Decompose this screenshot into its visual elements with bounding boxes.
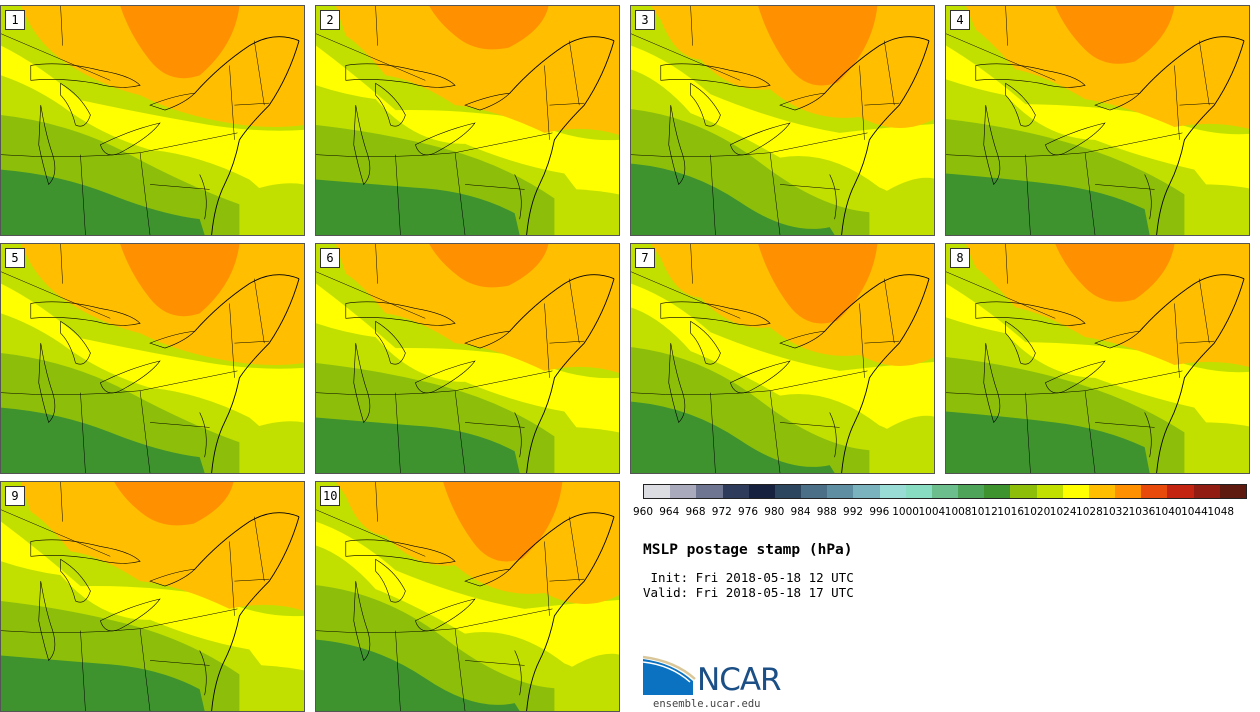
colorbar-tick-label: 972 [711, 506, 732, 518]
colorbar-tick-label: 968 [685, 506, 706, 518]
mslp-map [316, 244, 619, 473]
colorbar-tick-label: 984 [790, 506, 811, 518]
mslp-map [1, 244, 304, 473]
colorbar-tick-label: 1012 [971, 506, 998, 518]
colorbar-swatch [1088, 485, 1116, 498]
colorbar-tick-label: 960 [632, 506, 654, 518]
colorbar-swatch [853, 485, 880, 498]
colorbar-swatch [801, 485, 828, 498]
mslp-map [1, 6, 304, 235]
colorbar-swatch [984, 485, 1011, 498]
member-number: 6 [320, 248, 340, 268]
ensemble-member-map-10: 10 [315, 481, 620, 712]
colorbar-swatch [1062, 485, 1089, 498]
colorbar-tick-label: 1048 [1207, 506, 1235, 518]
mslp-map [946, 6, 1249, 235]
colorbar-tick-label: 1020 [1023, 506, 1051, 518]
colorbar-tick-label: 1040 [1154, 506, 1182, 518]
colorbar-tick-label: 1008 [944, 506, 972, 518]
colorbar-tick-label: 1004 [918, 506, 946, 518]
chart-title: MSLP postage stamp (hPa) [643, 542, 853, 558]
ncar-logo-text: NCAR [697, 662, 782, 698]
colorbar-swatch [774, 485, 802, 498]
init-time: Init: Fri 2018-05-18 12 UTC [643, 570, 854, 585]
colorbar-swatch [748, 485, 775, 498]
colorbar-tick-label: 976 [738, 506, 759, 518]
member-number: 10 [320, 486, 341, 506]
colorbar-swatch [1141, 485, 1168, 498]
colorbar-swatch [1010, 485, 1037, 498]
valid-time: Valid: Fri 2018-05-18 17 UTC [643, 585, 854, 600]
mslp-map [316, 482, 619, 711]
site-url: ensemble.ucar.edu [653, 698, 761, 710]
member-number: 3 [635, 10, 655, 30]
colorbar-tick-labels: 960 964 968 972 976 980 984 988 992 996 1000 1004 10… [633, 506, 1253, 520]
ensemble-member-map-5: 5 [0, 243, 305, 474]
ncar-logo-icon [643, 655, 696, 695]
ensemble-member-map-4: 4 [945, 5, 1250, 236]
colorbar-tick-label: 980 [764, 506, 785, 518]
colorbar-tick-label: 1016 [997, 506, 1025, 518]
ensemble-member-map-8: 8 [945, 243, 1250, 474]
colorbar-swatch [1167, 485, 1194, 498]
colorbar-swatch [1219, 485, 1246, 498]
colorbar-tick-label: 1044 [1181, 506, 1208, 518]
colorbar-tick-label: 996 [869, 506, 890, 518]
colorbar-tick-label: 992 [843, 506, 864, 518]
mslp-map [946, 244, 1249, 473]
ensemble-member-map-7: 7 [630, 243, 935, 474]
colorbar-swatch [696, 485, 723, 498]
colorbar-swatch [931, 485, 959, 498]
member-number: 1 [5, 10, 25, 30]
member-number: 8 [950, 248, 970, 268]
member-number: 2 [320, 10, 340, 30]
colorbar-swatch [722, 485, 749, 498]
colorbar-tick-label: 1032 [1102, 506, 1130, 518]
colorbar-swatch [1036, 485, 1063, 498]
ensemble-member-map-2: 2 [315, 5, 620, 236]
member-number: 7 [635, 248, 655, 268]
colorbar-swatch [1193, 485, 1220, 498]
ensemble-member-map-1: 1 [0, 5, 305, 236]
colorbar-tick-label: 964 [659, 506, 680, 518]
mslp-map [631, 244, 934, 473]
ensemble-member-map-3: 3 [630, 5, 935, 236]
colorbar-swatch [827, 485, 854, 498]
colorbar-swatch [879, 485, 906, 498]
colorbar-swatch [958, 485, 985, 498]
colorbar-swatch [670, 485, 697, 498]
mslp-map [316, 6, 619, 235]
ensemble-member-map-6: 6 [315, 243, 620, 474]
colorbar-swatch [1115, 485, 1142, 498]
pressure-colorbar [643, 484, 1247, 499]
colorbar-swatch [644, 485, 671, 498]
colorbar-tick-label: 1036 [1128, 506, 1156, 518]
ensemble-member-map-9: 9 [0, 481, 305, 712]
member-number: 5 [5, 248, 25, 268]
mslp-map [631, 6, 934, 235]
mslp-map [1, 482, 304, 711]
colorbar-tick-label: 988 [816, 506, 837, 518]
colorbar-swatch [905, 485, 932, 498]
colorbar-tick-label: 1024 [1049, 506, 1077, 518]
member-number: 4 [950, 10, 970, 30]
colorbar-tick-label: 1028 [1076, 506, 1103, 518]
member-number: 9 [5, 486, 25, 506]
colorbar-tick-label: 1000 [892, 506, 919, 518]
